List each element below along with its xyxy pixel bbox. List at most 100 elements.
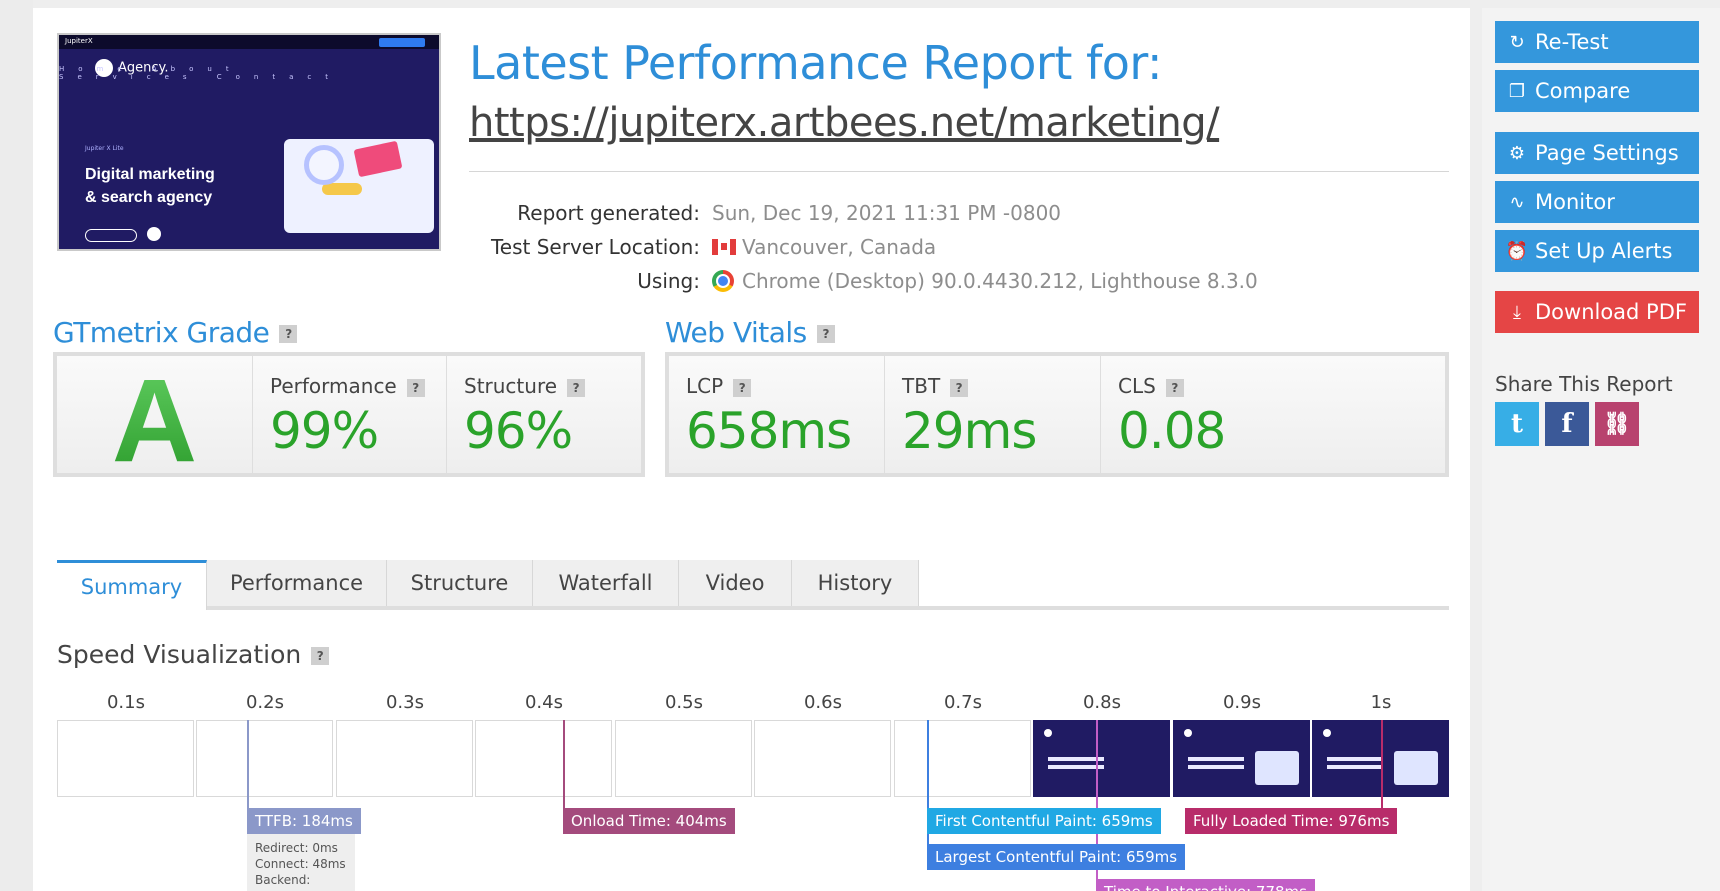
twitter-share-icon[interactable]: t xyxy=(1495,402,1539,446)
report-generated-value: Sun, Dec 19, 2021 11:31 PM -0800 xyxy=(712,201,1062,225)
gtmetrix-grade-heading: GTmetrix Grade? xyxy=(53,316,298,349)
ttfb-marker[interactable]: TTFB: 184ms xyxy=(247,808,361,834)
gear-icon: ⚙ xyxy=(1508,142,1526,164)
fcp-lcp-line xyxy=(927,720,929,846)
ttfb-backend: Backend: 136ms xyxy=(255,873,311,891)
link-share-icon[interactable]: ⛓ xyxy=(1595,402,1639,446)
tick-label: 0.9s xyxy=(1222,692,1261,713)
filmstrip-frame[interactable] xyxy=(1033,720,1170,797)
grade-letter: A xyxy=(57,356,252,486)
report-title: Latest Performance Report for: xyxy=(469,36,1162,90)
thumbnail-nav: Home About Services Contact xyxy=(59,65,342,81)
thumbnail-play-icon xyxy=(147,227,161,241)
tick-label: 0.4s xyxy=(524,692,563,713)
tab-video[interactable]: Video xyxy=(679,560,792,606)
tab-history[interactable]: History xyxy=(792,560,919,606)
report-main: JupiterX Agency. Home About Services Con… xyxy=(33,8,1470,891)
performance-cell: Performance? 99% xyxy=(253,356,447,473)
pdf-icon: ⤓ xyxy=(1513,301,1521,323)
ttfb-line xyxy=(247,720,249,812)
compare-button[interactable]: ❐ Compare xyxy=(1495,70,1699,112)
download-pdf-button[interactable]: ⤓ Download PDF xyxy=(1495,291,1699,333)
monitor-button[interactable]: ∿ Monitor xyxy=(1495,181,1699,223)
report-tabs: Summary Performance Structure Waterfall … xyxy=(57,560,1449,610)
tbt-cell: TBT? 29ms xyxy=(885,356,1101,473)
tick-label: 0.1s xyxy=(106,692,145,713)
tti-marker[interactable]: Time to Interactive: 778ms xyxy=(1096,879,1315,891)
share-label: Share This Report xyxy=(1495,372,1673,396)
structure-help-icon[interactable]: ? xyxy=(567,378,586,397)
ttfb-redirect: Redirect: 0ms xyxy=(255,841,338,855)
canada-flag-icon xyxy=(712,239,736,255)
thumbnail-magnifier-icon xyxy=(304,145,344,185)
performance-help-icon[interactable]: ? xyxy=(406,378,425,397)
filmstrip-frame[interactable] xyxy=(615,720,752,797)
performance-label: Performance xyxy=(270,374,397,398)
alarm-clock-icon: ⏰ xyxy=(1505,240,1529,262)
performance-value: 99% xyxy=(270,402,379,460)
fcp-marker[interactable]: First Contentful Paint: 659ms xyxy=(927,808,1161,834)
report-generated-label: Report generated: xyxy=(517,201,700,225)
report-sidebar: ↻ Re-Test ❐ Compare ⚙ Page Settings ∿ Monito… xyxy=(1482,8,1720,891)
retest-button[interactable]: ↻ Re-Test xyxy=(1495,21,1699,63)
filmstrip-frame[interactable] xyxy=(336,720,473,797)
onload-line xyxy=(563,720,565,812)
thumbnail-small-text: Jupiter X Lite xyxy=(85,145,124,152)
fully-loaded-marker[interactable]: Fully Loaded Time: 976ms xyxy=(1185,808,1398,834)
filmstrip-frame[interactable] xyxy=(196,720,333,797)
vitals-help-icon[interactable]: ? xyxy=(816,325,835,343)
gtmetrix-grade-box: A Performance? 99% Structure? 96% xyxy=(53,352,645,486)
thumbnail-cta xyxy=(85,229,137,242)
filmstrip-frame[interactable] xyxy=(57,720,194,797)
timeline-ticks: 0.1s 0.2s 0.3s 0.4s 0.5s 0.6s 0.7s 0.8s … xyxy=(57,692,1449,716)
tick-label: 0.5s xyxy=(664,692,703,713)
tab-structure[interactable]: Structure xyxy=(387,560,533,606)
copy-icon: ❐ xyxy=(1508,80,1526,102)
refresh-icon: ↻ xyxy=(1509,31,1525,53)
set-up-alerts-button[interactable]: ⏰ Set Up Alerts xyxy=(1495,230,1699,272)
location-label: Test Server Location: xyxy=(490,235,700,259)
tbt-value: 29ms xyxy=(902,402,1037,460)
pulse-icon: ∿ xyxy=(1509,191,1525,213)
thumbnail-buy-button xyxy=(379,38,425,47)
speed-help-icon[interactable]: ? xyxy=(311,647,330,665)
filmstrip-frame[interactable] xyxy=(754,720,891,797)
lcp-cell: LCP? 658ms xyxy=(669,356,885,473)
grade-cell: A xyxy=(57,356,253,486)
tick-label: 0.6s xyxy=(803,692,842,713)
filmstrip-frame[interactable] xyxy=(894,720,1031,797)
structure-cell: Structure? 96% xyxy=(447,356,641,473)
location-value: Vancouver, Canada xyxy=(742,235,937,259)
tab-summary[interactable]: Summary xyxy=(57,560,207,610)
grade-help-icon[interactable]: ? xyxy=(279,325,298,343)
lcp-marker[interactable]: Largest Contentful Paint: 659ms xyxy=(927,844,1186,870)
tick-label: 0.8s xyxy=(1082,692,1121,713)
page-gutter xyxy=(0,0,33,891)
filmstrip-frame[interactable] xyxy=(1173,720,1310,797)
tick-label: 0.2s xyxy=(245,692,284,713)
lcp-help-icon[interactable]: ? xyxy=(733,378,752,397)
cls-help-icon[interactable]: ? xyxy=(1165,378,1184,397)
tab-performance[interactable]: Performance xyxy=(207,560,387,606)
thumbnail-top-bar-logo: JupiterX xyxy=(65,37,93,45)
web-vitals-box: LCP? 658ms TBT? 29ms CLS? 0.08 xyxy=(665,352,1449,477)
tick-label: 0.7s xyxy=(943,692,982,713)
page-settings-button[interactable]: ⚙ Page Settings xyxy=(1495,132,1699,174)
thumbnail-logo-icon xyxy=(95,59,113,77)
onload-marker[interactable]: Onload Time: 404ms xyxy=(563,808,735,834)
web-vitals-heading: Web Vitals? xyxy=(665,316,835,349)
tick-label: 0.3s xyxy=(385,692,424,713)
tab-waterfall[interactable]: Waterfall xyxy=(533,560,679,606)
tbt-help-icon[interactable]: ? xyxy=(950,378,969,397)
facebook-share-icon[interactable]: f xyxy=(1545,402,1589,446)
page-screenshot-thumbnail[interactable]: JupiterX Agency. Home About Services Con… xyxy=(57,33,441,251)
using-value: Chrome (Desktop) 90.0.4430.212, Lighthou… xyxy=(742,269,1258,293)
report-url-link[interactable]: https://jupiterx.artbees.net/marketing/ xyxy=(469,100,1220,146)
tick-label: 1s xyxy=(1370,692,1392,713)
cls-value: 0.08 xyxy=(1118,402,1226,460)
fully-loaded-line xyxy=(1381,720,1383,812)
filmstrip-frame[interactable] xyxy=(1312,720,1449,797)
cls-label: CLS xyxy=(1118,374,1156,398)
ttfb-detail: Redirect: 0ms Connect: 48ms Backend: 136… xyxy=(247,834,355,891)
filmstrip-frame[interactable] xyxy=(475,720,612,797)
